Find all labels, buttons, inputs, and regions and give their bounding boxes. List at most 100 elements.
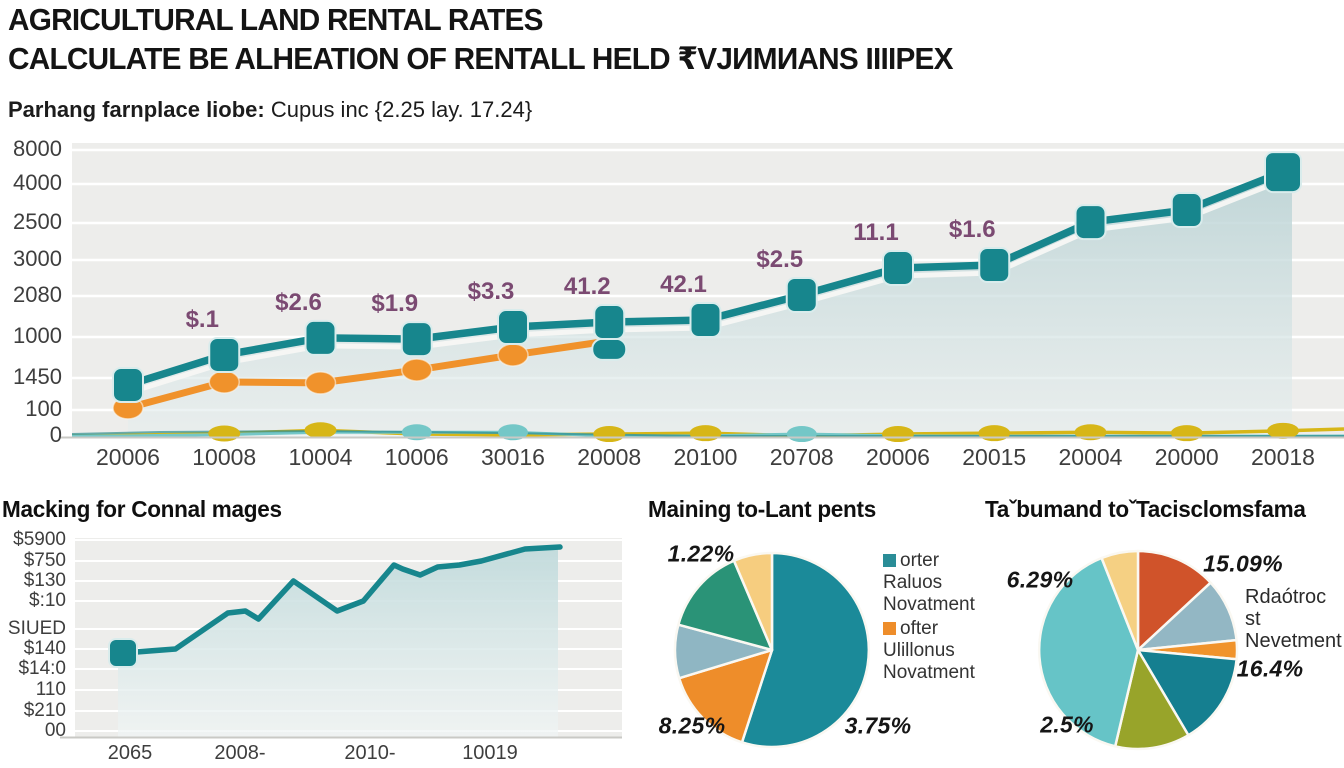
y-axis-tick: $14:0: [18, 658, 66, 679]
pie-slice-vermilion: [1136, 549, 1212, 652]
y-axis-tick: 110: [35, 679, 66, 700]
subtitle: Parhang farnplace liobe: Cupus inc {2.25…: [8, 97, 532, 123]
x-axis-tick: 30016: [481, 444, 545, 470]
teal-square-marker: [304, 319, 337, 356]
connal-mages-area-chart: Macking for Connal mages $5900 $750 $130 $:…: [0, 490, 645, 768]
orange-marker: [304, 371, 337, 395]
orange-series-line: [124, 337, 613, 412]
y-axis-tick: 100: [25, 396, 62, 421]
yellow-marker: [1170, 425, 1203, 442]
pie-percent-label: 16.4%: [1236, 655, 1304, 682]
tacisclomsfama-pie-chart: Taˇbumand toˇTacisclomsfama 15.09% 6.29% 1…: [980, 490, 1344, 768]
main-title-line1: AGRICULTURAL LAND RENTAL RATES: [8, 2, 543, 37]
pie-annotation: Rdaótroc st Nevetment: [1245, 586, 1342, 652]
y-axis-tick: 8000: [13, 136, 62, 161]
x-axis-tick: 2008-: [214, 742, 266, 764]
subtitle-label: Parhang farnplace liobe:: [8, 97, 265, 122]
start-marker: [108, 638, 138, 668]
y-axis-tick: $210: [23, 700, 66, 721]
legend-swatch: [883, 622, 896, 635]
x-axis-tick: 20015: [962, 444, 1027, 470]
orange-marker: [208, 370, 240, 394]
yellow-marker: [208, 425, 241, 442]
x-axis-tick: 20006: [96, 444, 160, 470]
yellow-marker: [304, 422, 337, 439]
y-axis-tick: $:10: [29, 590, 66, 611]
y-axis-tick: 00: [44, 720, 66, 741]
light-teal-marker: [498, 424, 528, 441]
pie2-canvas: [1037, 549, 1239, 751]
yellow-marker: [1074, 424, 1107, 441]
data-point-label: $3.3: [467, 278, 515, 306]
teal-square-marker: [400, 321, 433, 358]
teal-square-marker: [208, 336, 241, 373]
y-axis-tick: SIUED: [7, 618, 66, 639]
pie-percent-label: 15.09%: [1203, 550, 1283, 577]
x-axis-tick: 20708: [769, 444, 834, 470]
teal-square-marker: [1074, 204, 1107, 241]
teal-square-marker: [593, 304, 626, 341]
x-axis-tick: 2065: [107, 742, 153, 764]
x-axis-tick: 20004: [1058, 444, 1123, 470]
area-line: [120, 544, 563, 656]
pie-slice-cream: [1100, 549, 1140, 652]
x-axis-tick: 10004: [288, 444, 353, 470]
data-point-label: $.1: [185, 305, 219, 333]
data-point-label: 42.1: [660, 270, 707, 298]
legend-item: orter Raluos Novatment: [883, 550, 975, 615]
lant-pents-pie-chart: Maining to-Lant pents 1.22% 8.25% 3.75% ort…: [645, 490, 980, 768]
rental-rates-line-chart: 8000 4000 2500 3000 2080 1000 1450 100 0 20006 100…: [0, 136, 1344, 470]
pie-slice-green: [677, 559, 774, 652]
subtitle-value: Cupus inc {2.25 lay. 17.24}: [264, 97, 533, 122]
x-axis-tick: 10006: [384, 444, 449, 470]
y-axis-tick: $5900: [13, 529, 66, 550]
pie-slice-cream: [732, 551, 774, 652]
yellow-marker: [689, 425, 722, 442]
y-axis-tick: $750: [23, 550, 66, 571]
light-teal-marker: [786, 426, 817, 443]
yellow-marker: [593, 426, 626, 443]
y-axis-tick: 3000: [13, 246, 62, 271]
y-axis-tick: 2080: [13, 282, 62, 307]
pie-percent-label: 8.25%: [658, 712, 726, 739]
pie-percent-label: 1.22%: [667, 540, 735, 567]
yellow-marker: [978, 425, 1011, 442]
y-axis-tick: $130: [23, 570, 66, 591]
teal-square-marker: [882, 249, 914, 286]
legend-swatch: [883, 554, 896, 567]
teal-square-marker: [497, 309, 529, 346]
data-point-label: $2.5: [756, 245, 804, 273]
teal-square-marker: [689, 301, 722, 338]
y-axis-tick: 1450: [13, 364, 62, 389]
x-axis-tick: 20006: [866, 444, 930, 470]
data-point-label: $1.9: [371, 290, 419, 318]
yellow-marker: [882, 426, 914, 443]
teal-pill-marker: [591, 337, 628, 361]
x-axis-tick: 10008: [192, 444, 257, 470]
y-axis-tick: 4000: [13, 170, 62, 195]
y-axis-tick: 0: [49, 422, 62, 447]
light-teal-marker: [401, 424, 432, 441]
teal-square-marker: [112, 366, 144, 403]
x-axis-tick: 2010-: [344, 742, 396, 764]
area-fill: [118, 547, 560, 737]
teal-square-marker: [1264, 151, 1302, 194]
y-axis-tick: 2500: [13, 209, 62, 234]
y-axis-tick: 1000: [13, 323, 62, 348]
area-chart-canvas: [60, 538, 622, 739]
teal-square-marker: [785, 276, 818, 313]
pie-percent-label: 6.29%: [1006, 566, 1074, 593]
data-point-label: $2.6: [275, 288, 322, 316]
pie-slice-teal: [740, 551, 871, 749]
x-axis-tick: 20018: [1251, 444, 1315, 470]
orange-marker: [401, 358, 433, 382]
pie-slice-orange: [677, 648, 774, 744]
x-axis-tick: 20008: [577, 444, 642, 470]
x-axis-tick: 10019: [462, 742, 518, 764]
pie1-title: Maining to-Lant pents: [648, 496, 876, 522]
data-point-label: $1.6: [948, 216, 996, 243]
yellow-marker: [1267, 422, 1299, 439]
x-axis-tick: 20000: [1154, 444, 1219, 470]
data-point-label: 41.2: [563, 273, 611, 301]
pie-slice-dark-teal: [1136, 648, 1238, 737]
